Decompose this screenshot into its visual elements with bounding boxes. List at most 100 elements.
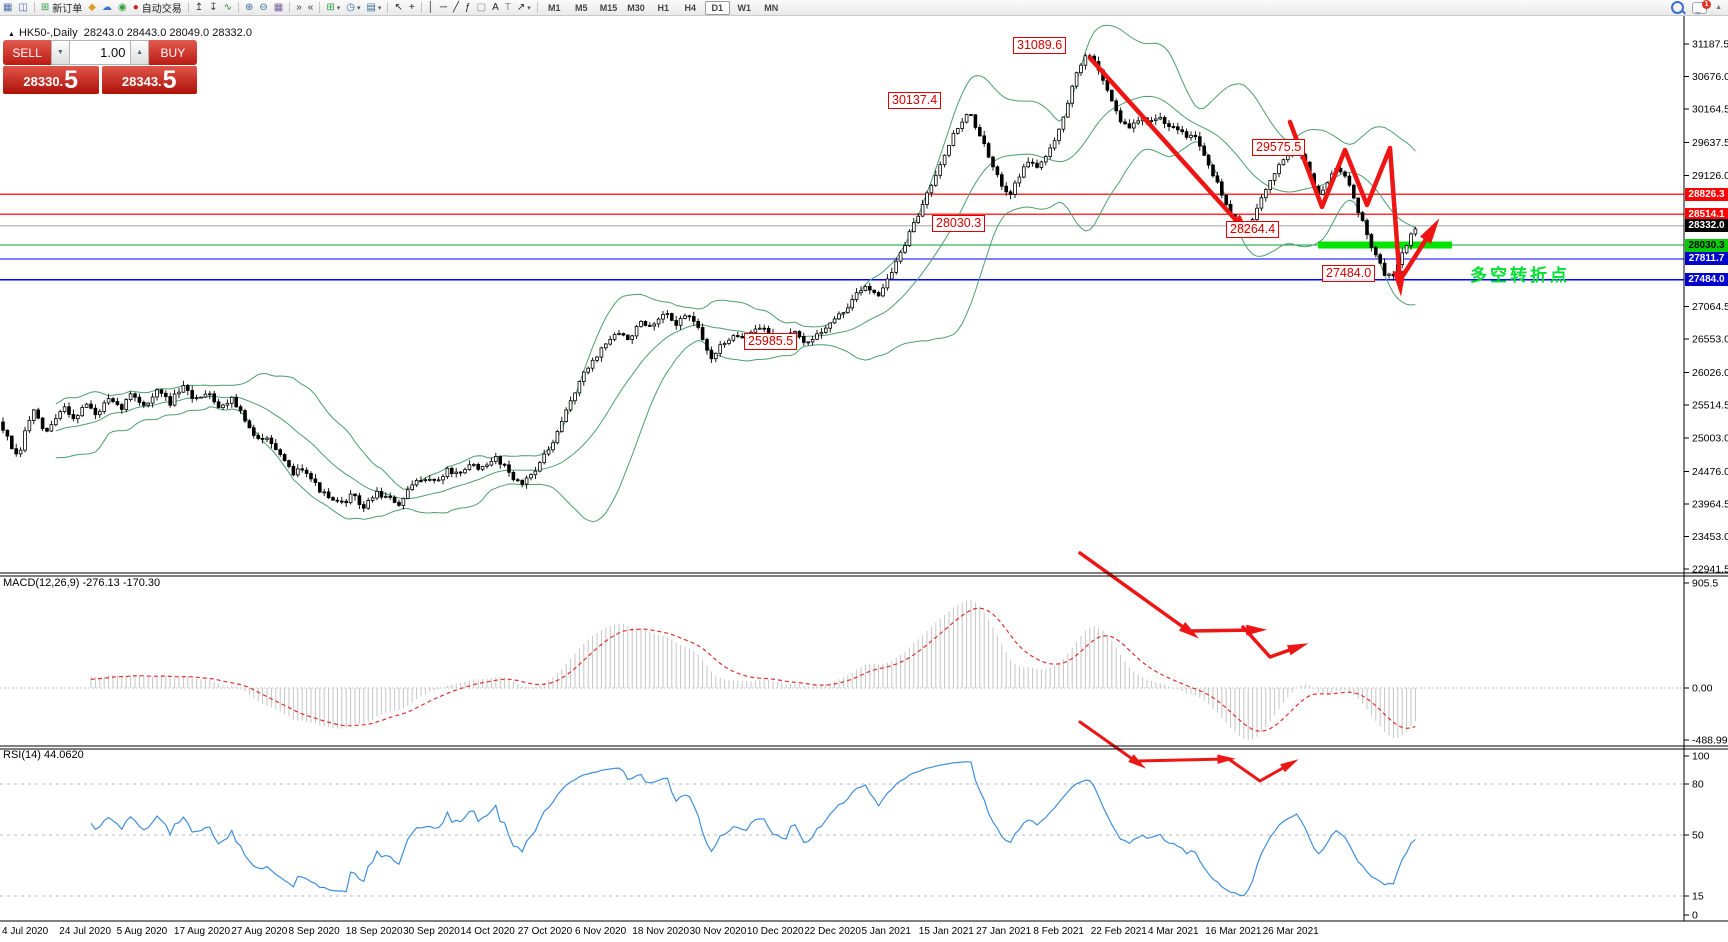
date-label: 18 Nov 2020 (632, 926, 689, 937)
toolbar-right: 1 ▲ (1671, 0, 1722, 15)
periods-button[interactable]: ◷ ▾ (343, 1, 363, 14)
date-label: 22 Dec 2020 (804, 926, 861, 937)
metaeditor-icon: ◆ (88, 2, 96, 13)
date-label: 27 Jan 2021 (976, 926, 1031, 937)
volume-decrease-button[interactable]: ▼ (51, 40, 70, 65)
auto-scroll-icon: » (296, 2, 302, 13)
indicators-list-button[interactable]: ↧ (206, 1, 220, 14)
cursor-button[interactable]: ↖ (391, 1, 405, 14)
auto-scroll-button[interactable]: » (293, 1, 305, 14)
profile-saved-charts-icon: ◫ (18, 2, 28, 13)
new-order-button[interactable]: ⊞ 新订单 (38, 1, 85, 15)
cursor-icon: ↖ (394, 2, 403, 13)
horizontal-line-button[interactable]: ─ (437, 1, 450, 14)
axis-tick-label: 22941.5 (1692, 564, 1728, 576)
symbol-ohlc: 28243.0 28443.0 28049.0 28332.0 (83, 27, 252, 39)
timeframe-h4-button[interactable]: H4 (684, 2, 697, 13)
price-annotation-label[interactable]: 28264.4 (1226, 221, 1280, 238)
date-label: 5 Aug 2020 (117, 926, 168, 937)
market-icon: ☁ (102, 2, 112, 13)
toolbar-overflow-icon[interactable]: ▲ (1715, 4, 1722, 11)
indicators-add-icon: ↥ (194, 2, 204, 13)
toolbar-separator (387, 2, 389, 13)
axis-tick-label: 0 (1692, 910, 1698, 922)
price-annotation-label[interactable]: 28030.3 (932, 215, 986, 232)
trendline-icon: ╱ (453, 2, 460, 13)
autotrading-button[interactable]: ● 自动交易 (130, 1, 185, 15)
price-annotation-label[interactable]: 29575.5 (1252, 139, 1306, 156)
date-label: 27 Aug 2020 (231, 926, 288, 937)
axis-tick-label: 30164.5 (1692, 104, 1728, 116)
indicators-add-button[interactable]: ↥ (192, 1, 206, 14)
date-label: 10 Dec 2020 (747, 926, 804, 937)
indicators-list-icon: ↧ (209, 2, 218, 13)
market-button[interactable]: ☁ (99, 1, 115, 14)
signals-button[interactable]: ◉ (115, 1, 130, 14)
periods-icon: ◷ (346, 2, 355, 13)
sell-price-box[interactable]: 28330. 5 (3, 66, 99, 94)
toolbar-separator (536, 2, 538, 13)
signals-icon: ◉ (118, 2, 127, 13)
axis-tick-label: 24476.0 (1692, 466, 1728, 478)
buy-price-small: 28343. (121, 74, 162, 89)
new-chart-button[interactable]: ⊞ ▾ (323, 1, 343, 14)
timeframe-h1-button[interactable]: H1 (657, 2, 670, 13)
buy-price-box[interactable]: 28343. 5 (101, 66, 197, 94)
price-annotation-label[interactable]: 25985.5 (744, 333, 798, 350)
tile-windows-button[interactable]: ▦ (271, 1, 286, 14)
candlesticks (1, 53, 1418, 512)
crosshair-button[interactable]: + (406, 1, 418, 14)
date-label: 8 Sep 2020 (289, 926, 341, 937)
timeframe-mn-button[interactable]: MN (764, 2, 779, 13)
macd-histogram (90, 599, 1416, 740)
new-chart-icon: ⊞ (326, 2, 335, 13)
text-icon: A (492, 2, 499, 13)
date-label: 17 Aug 2020 (174, 926, 231, 937)
chart-window: 31187.5 30676.0 30164.5 29637.5 29126.0 27064… (0, 16, 1728, 942)
trendline-button[interactable]: ╱ (450, 1, 462, 14)
buy-button[interactable]: BUY (148, 40, 197, 65)
trend-arrowhead (1280, 759, 1299, 773)
timeframe-m5-button[interactable]: M5 (574, 2, 588, 13)
turning-point-note[interactable]: 多空转折点 (1470, 266, 1570, 285)
chat-icon[interactable]: 1 (1692, 0, 1712, 15)
timeframe-m15-button[interactable]: M15 (599, 2, 618, 13)
price-annotation-label[interactable]: 30137.4 (888, 92, 942, 109)
chart-window-button[interactable]: ▦ (0, 1, 15, 14)
timeframe-m30-button[interactable]: M30 (627, 2, 645, 13)
crosshair-icon: + (408, 2, 415, 13)
equidistant-channel-button[interactable]: ▢ (474, 1, 489, 14)
date-label: 22 Feb 2021 (1091, 926, 1148, 937)
templates-button[interactable]: ▤ ▾ (363, 1, 384, 14)
text-label-button[interactable]: T (502, 1, 514, 14)
price-annotation-label[interactable]: 31089.6 (1013, 37, 1067, 54)
vertical-line-button[interactable]: │ (425, 1, 437, 14)
volume-input[interactable]: 1.00 (69, 40, 131, 65)
axis-tick-label: 29126.0 (1692, 170, 1728, 182)
chart-shift-button[interactable]: « (305, 1, 317, 14)
zoom-out-button[interactable]: ⊖ (256, 1, 270, 14)
fibonacci-button[interactable]: ƒ (462, 1, 474, 14)
price-chart[interactable]: 31187.5 30676.0 30164.5 29637.5 29126.0 27064… (0, 16, 1728, 942)
profile-saved-charts-button[interactable]: ◫ (15, 1, 30, 14)
metaeditor-button[interactable]: ◆ (85, 1, 99, 14)
objects-curve-button[interactable]: ∿ (221, 1, 235, 14)
timeframe-w1-button[interactable]: W1 (737, 2, 752, 13)
volume-increase-button[interactable]: ▲ (130, 40, 149, 65)
axis-tick-label: 26553.0 (1692, 334, 1728, 346)
search-icon[interactable] (1671, 1, 1685, 14)
axis-tick-label: 25003.0 (1692, 432, 1728, 444)
sell-button[interactable]: SELL (3, 40, 52, 65)
timeframe-m1-button[interactable]: M1 (547, 2, 561, 13)
arrows-button[interactable]: ↗ ▾ (514, 1, 534, 14)
date-label: 30 Nov 2020 (690, 926, 747, 937)
text-button[interactable]: A (489, 1, 502, 14)
timeframe-d1-button[interactable]: D1 (704, 0, 730, 15)
zoom-in-button[interactable]: ⊕ (242, 1, 256, 14)
axis-tick-label: 905.5 (1692, 578, 1718, 590)
trend-arrowhead (1392, 270, 1406, 297)
axis-tick-label: 50 (1692, 830, 1704, 842)
date-label: 4 Jul 2020 (2, 926, 49, 937)
trend-arrow (1241, 625, 1300, 659)
price-annotation-label[interactable]: 27484.0 (1322, 265, 1376, 282)
